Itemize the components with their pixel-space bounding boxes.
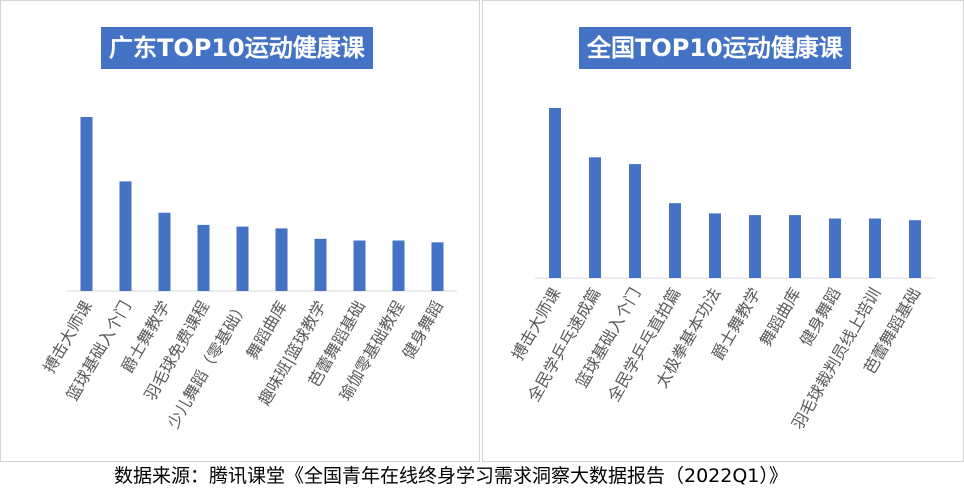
- bar: [119, 181, 132, 291]
- bar: [158, 212, 171, 291]
- chart-guangdong: 搏击大师课篮球基础入个门爵士舞教学羽毛球免费课程少儿舞蹈（零基础）舞蹈曲库趣味班…: [40, 117, 457, 432]
- bar: [353, 240, 366, 291]
- bar: [431, 242, 444, 291]
- bar: [669, 203, 681, 278]
- bar: [869, 218, 881, 278]
- source-note: 数据来源：腾讯课堂《全国青年在线终身学习需求洞察大数据报告（2022Q1）》: [114, 465, 788, 487]
- bar: [197, 224, 210, 291]
- chart-panel-national: 搏击大师课 全民学乒乓速成篇 篮球基础入个门 全民学乒乓直拍篇 太极拳基本功法 爵士舞教学…: [482, 0, 964, 462]
- bar: [709, 213, 721, 278]
- bar: [829, 218, 841, 278]
- bar: [314, 238, 327, 291]
- bar: [392, 240, 405, 291]
- bar: [275, 228, 288, 291]
- chart-national: 搏击大师课全民学乒乓速成篇篮球基础入个门全民学乒乓直拍篇太极拳基本功法爵士舞教学…: [508, 108, 935, 433]
- bar: [789, 215, 801, 278]
- bar: [629, 164, 641, 278]
- bar: [80, 117, 93, 291]
- chart-panel-guangdong: 搏击大师课 篮球基础入个门 爵士舞教学 羽毛球免费课程 少儿舞蹈（零基础） 舞蹈曲库 趣味班…: [0, 0, 480, 462]
- bar: [589, 157, 601, 278]
- bar: [236, 226, 249, 291]
- chart-title: 全国TOP10运动健康课: [579, 27, 851, 69]
- chart-title: 广东TOP10运动健康课: [101, 27, 373, 69]
- bar: [909, 220, 921, 278]
- bar: [749, 215, 761, 278]
- bar: [549, 108, 561, 278]
